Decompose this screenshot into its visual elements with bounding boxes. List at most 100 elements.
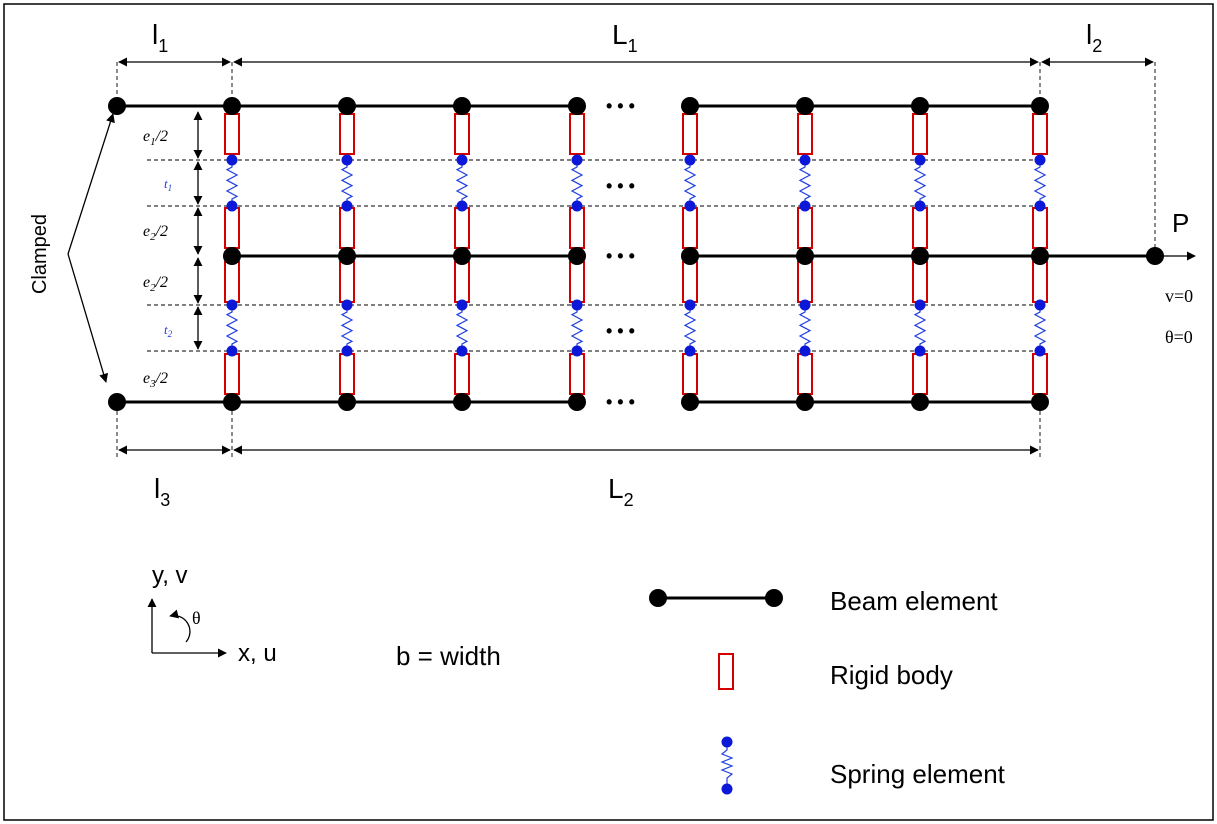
beam-node-c5-3 [681,393,699,411]
spring-node-c4-1 [571,154,583,166]
spring-lower-c6 [798,305,812,351]
rigid-body-c3-1 [454,113,470,155]
spring-lower-c4 [570,305,584,351]
spring-node-c7-4 [914,345,926,357]
spring-node-c6-3 [799,299,811,311]
element-columns [223,97,1049,411]
rigid-body-c2-4 [339,353,355,395]
rigid-body-c4-3 [569,261,585,303]
spring-node-c7-2 [914,200,926,212]
beam-node-c8-1 [1031,97,1049,115]
spring-node-c1-1 [226,154,238,166]
spring-upper-c7 [913,160,927,206]
spring-node-c3-1 [456,154,468,166]
dim-l1-label: l1 [152,19,168,56]
beam-node-c8-2 [1031,247,1049,265]
rigid-body-c8-2 [1032,207,1048,249]
dim-l2-label: l2 [1086,19,1102,56]
rigid-body-c8-3 [1032,261,1048,303]
rigid-body-c4-4 [569,353,585,395]
spring-node-c2-4 [341,345,353,357]
legend: Beam element Rigid body Spring element [649,586,1006,795]
spring-lower-c2 [340,305,354,351]
rigid-body-c1-2 [224,207,240,249]
legend-beam-label: Beam element [830,586,998,616]
beam-node-c1-1 [223,97,241,115]
label-e1: e1/2 [143,128,168,148]
rigid-body-c5-4 [682,353,698,395]
dim-L1-label: L1 [612,19,638,56]
spring-node-c3-3 [456,299,468,311]
spring-node-c8-3 [1034,299,1046,311]
ellipsis-row-2: • • • [606,176,635,196]
rigid-body-c4-2 [569,207,585,249]
clamped-annotation: Clamped [29,113,115,383]
y-axis-label: y, v [152,562,188,589]
rigid-body-c3-3 [454,261,470,303]
spring-node-c8-4 [1034,345,1046,357]
rigid-body-c2-3 [339,261,355,303]
rigid-body-c4-1 [569,113,585,155]
label-t1: t1 [164,176,172,193]
bc-v-label: v=0 [1165,286,1193,306]
rigid-body-c8-4 [1032,353,1048,395]
spring-node-c6-4 [799,345,811,357]
coordinate-axes: y, v x, u θ [147,562,277,667]
label-t2: t2 [164,322,173,339]
spring-node-c7-3 [914,299,926,311]
label-e3: e3/2 [143,370,168,390]
spring-node-c7-1 [914,154,926,166]
beam-node-c2-3 [338,393,356,411]
rigid-body-c1-1 [224,113,240,155]
spring-node-c2-2 [341,200,353,212]
beam-node-c3-2 [453,247,471,265]
bc-theta-label: θ=0 [1165,327,1193,347]
label-e2-upper: e2/2 [143,223,168,243]
spring-lower-c5 [683,305,697,351]
layer-boundary-lines [147,159,1045,352]
spring-node-c3-2 [456,200,468,212]
rigid-body-c6-3 [797,261,813,303]
spring-node-c5-1 [684,154,696,166]
legend-rigid-body [718,653,734,690]
spring-lower-c3 [455,305,469,351]
rigid-body-c7-2 [912,207,928,249]
rigid-body-c5-1 [682,113,698,155]
rigid-body-c3-2 [454,207,470,249]
ellipsis-row-1: • • • [606,96,635,116]
spring-node-c4-4 [571,345,583,357]
rigid-body-c7-4 [912,353,928,395]
spring-upper-c8 [1033,160,1047,206]
beam-node-c2-1 [338,97,356,115]
beam-node-c4-2 [568,247,586,265]
spring-node-c2-3 [341,299,353,311]
beam-node-c4-3 [568,393,586,411]
beam-node-c7-1 [911,97,929,115]
rigid-body-c7-1 [912,113,928,155]
figure-frame [3,3,1214,821]
rigid-body-c6-1 [797,113,813,155]
rotation-arrow [169,609,191,643]
legend-spring-node-top [721,736,733,748]
beam-node-c7-3 [911,393,929,411]
legend-spring-node-bottom [721,783,733,795]
spring-node-c8-2 [1034,200,1046,212]
spring-node-c1-2 [226,200,238,212]
spring-upper-c3 [455,160,469,206]
spring-node-c6-1 [799,154,811,166]
rigid-body-c6-2 [797,207,813,249]
rigid-body-c3-4 [454,353,470,395]
dim-L2-label: L2 [608,473,634,510]
dim-l3-label: l3 [154,473,170,510]
spring-node-c2-1 [341,154,353,166]
spring-node-c5-2 [684,200,696,212]
spring-node-c1-3 [226,299,238,311]
spring-node-c3-4 [456,345,468,357]
beam-node-c6-2 [796,247,814,265]
beam-node-c1-3 [223,393,241,411]
width-note: b = width [396,641,501,671]
rigid-body-c7-3 [912,261,928,303]
spring-lower-c8 [1033,305,1047,351]
